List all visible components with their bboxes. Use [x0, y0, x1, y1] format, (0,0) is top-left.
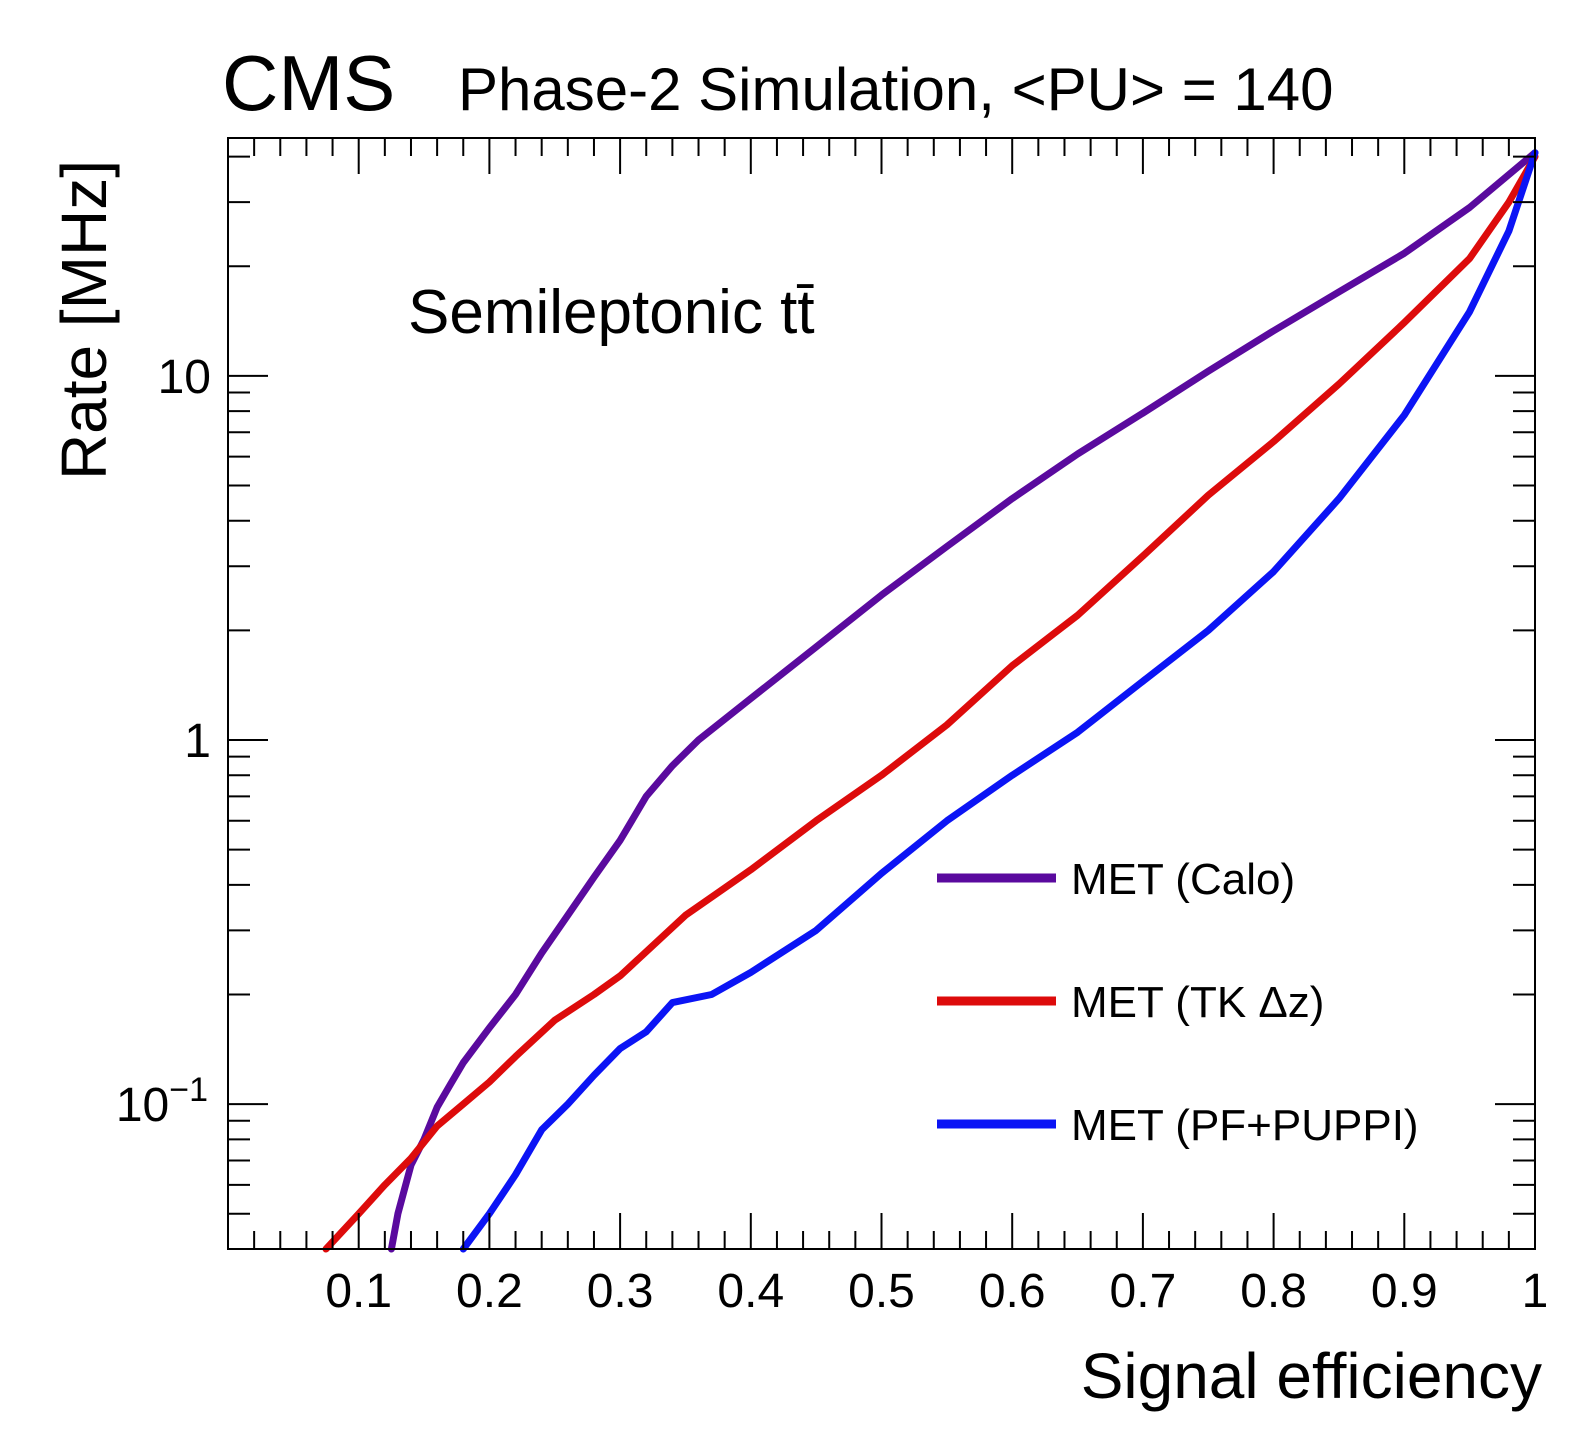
series-line-2: [459, 149, 1539, 1253]
y-tick-label: 10−1: [116, 1071, 208, 1132]
series-line-0: [387, 149, 1539, 1253]
legend-label-0: MET (Calo): [1071, 855, 1295, 904]
x-tick-label: 0.2: [456, 1265, 523, 1318]
x-tick-label: 0.9: [1371, 1265, 1438, 1318]
legend: MET (Calo) MET (TK Δz) MET (PF+PUPPI): [937, 855, 1419, 1150]
series-line-1: [322, 153, 1539, 1253]
x-tick-label: 0.6: [979, 1265, 1046, 1318]
y-tick-label: 1: [184, 715, 211, 768]
x-tick-label: 0.4: [717, 1265, 784, 1318]
x-tick-label: 0.8: [1240, 1265, 1307, 1318]
axes-layer: 0.1 0.2 0.3 0.4 0.5 0.6 0.7 0.8 0.9 1 10−1 1 10: [116, 137, 1549, 1318]
x-tick-label: 0.7: [1110, 1265, 1177, 1318]
legend-label-1: MET (TK Δz): [1071, 978, 1324, 1027]
x-axis-title: Signal efficiency: [1081, 1340, 1542, 1412]
x-tick-label: 1: [1522, 1265, 1549, 1318]
cms-label: CMS: [222, 39, 395, 127]
curves-layer: [322, 149, 1539, 1253]
y-tick-label: 10: [158, 351, 211, 404]
y-axis-title: Rate [MHz]: [48, 160, 120, 480]
chart-subtitle: Phase-2 Simulation, <PU> = 140: [458, 56, 1334, 123]
process-annotation: Semileptonic tt̄: [408, 278, 815, 347]
x-tick-label: 0.3: [587, 1265, 654, 1318]
legend-label-2: MET (PF+PUPPI): [1071, 1101, 1419, 1150]
x-tick-label: 0.1: [325, 1265, 392, 1318]
x-tick-label: 0.5: [848, 1265, 915, 1318]
